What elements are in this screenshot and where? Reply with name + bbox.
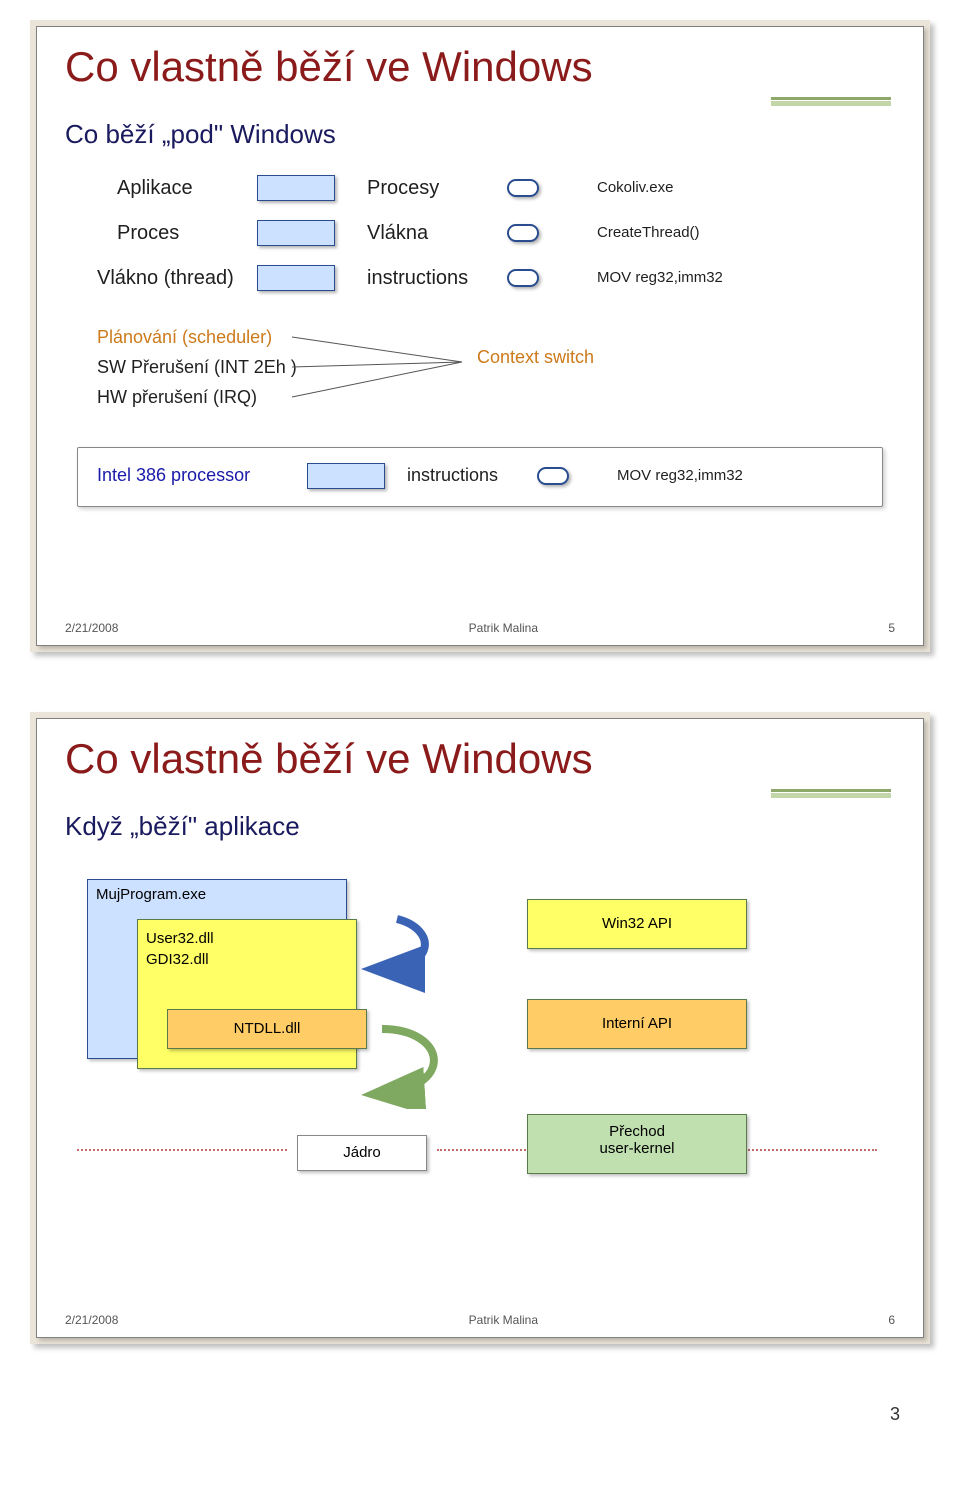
label-procesy: Procesy (367, 177, 439, 200)
slide-1-card: Co vlastně běží ve Windows Co běží „pod"… (36, 26, 924, 646)
legend-pill-3 (507, 269, 539, 287)
footer-page2: 6 (888, 1313, 895, 1327)
box-jadro: Jádro (297, 1135, 427, 1171)
title-underline-2 (771, 789, 891, 797)
slide-1: Co vlastně běží ve Windows Co běží „pod"… (30, 20, 930, 652)
footer-page: 5 (888, 621, 895, 635)
legend-pill-1 (507, 179, 539, 197)
label-scheduler: Plánování (scheduler) (97, 327, 272, 348)
box-prechod: Přechod user-kernel (527, 1114, 747, 1174)
legend-pill-4 (537, 467, 569, 485)
label-prechod2: user-kernel (536, 1140, 738, 1157)
label-cokoliv: Cokoliv.exe (597, 179, 673, 196)
footer-author: Patrik Malina (469, 621, 538, 635)
slide1-subtitle: Co běží „pod" Windows (65, 119, 336, 150)
label-gdi32: GDI32.dll (146, 951, 348, 968)
slide2-subtitle: Když „běží" aplikace (65, 811, 300, 842)
divider-left (77, 1149, 287, 1151)
legend-rect-1 (257, 175, 335, 201)
page-number: 3 (0, 1404, 900, 1425)
footer-date: 2/21/2008 (65, 621, 118, 635)
label-vlakna: Vlákna (367, 222, 428, 245)
title-underline (771, 97, 891, 105)
label-createthread: CreateThread() (597, 224, 700, 241)
curved-arrows (337, 909, 477, 1109)
legend-rect-4 (307, 463, 385, 489)
label-vlakno: Vlákno (thread) (97, 267, 234, 290)
legend-pill-2 (507, 224, 539, 242)
label-mov1: MOV reg32,imm32 (597, 269, 723, 286)
label-instructions2: instructions (407, 465, 498, 486)
label-mov2: MOV reg32,imm32 (617, 467, 743, 484)
slide1-title: Co vlastně běží ve Windows (65, 43, 593, 91)
label-intel386: Intel 386 processor (97, 465, 250, 486)
label-prechod1: Přechod (536, 1123, 738, 1140)
label-user32: User32.dll (146, 930, 348, 947)
slide2-title: Co vlastně běží ve Windows (65, 735, 593, 783)
label-aplikace: Aplikace (117, 177, 193, 200)
footer-date2: 2/21/2008 (65, 1313, 118, 1327)
slide-2-card: Co vlastně běží ve Windows Když „běží" a… (36, 718, 924, 1338)
label-proces: Proces (117, 222, 179, 245)
label-sw-int: SW Přerušení (INT 2Eh ) (97, 357, 297, 378)
legend-rect-2 (257, 220, 335, 246)
box-intapi: Interní API (527, 999, 747, 1049)
slide-2: Co vlastně běží ve Windows Když „běží" a… (30, 712, 930, 1344)
label-hw-irq: HW přerušení (IRQ) (97, 387, 257, 408)
footer-author2: Patrik Malina (469, 1313, 538, 1327)
slide2-footer: 2/21/2008 Patrik Malina 6 (37, 1313, 923, 1327)
slide1-footer: 2/21/2008 Patrik Malina 5 (37, 621, 923, 635)
box-win32api: Win32 API (527, 899, 747, 949)
label-instructions1: instructions (367, 267, 468, 290)
label-context-switch: Context switch (477, 347, 594, 368)
legend-rect-3 (257, 265, 335, 291)
label-program: MujProgram.exe (96, 886, 206, 903)
